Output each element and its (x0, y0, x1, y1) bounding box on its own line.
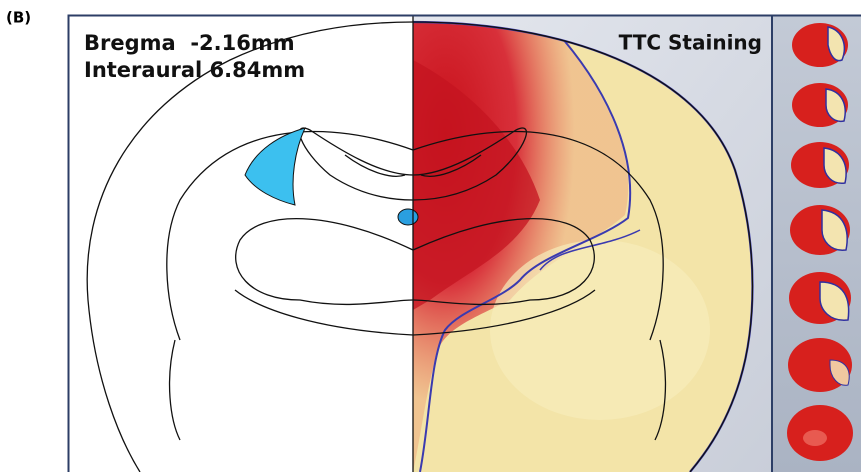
page: (B) (0, 0, 861, 472)
photo-label: TTC Staining (619, 31, 762, 55)
figure: (B) (0, 0, 861, 472)
bregma-label: Bregma -2.16mm (84, 31, 295, 55)
panel-label: (B) (6, 9, 31, 27)
interaural-label: Interaural 6.84mm (84, 58, 305, 82)
